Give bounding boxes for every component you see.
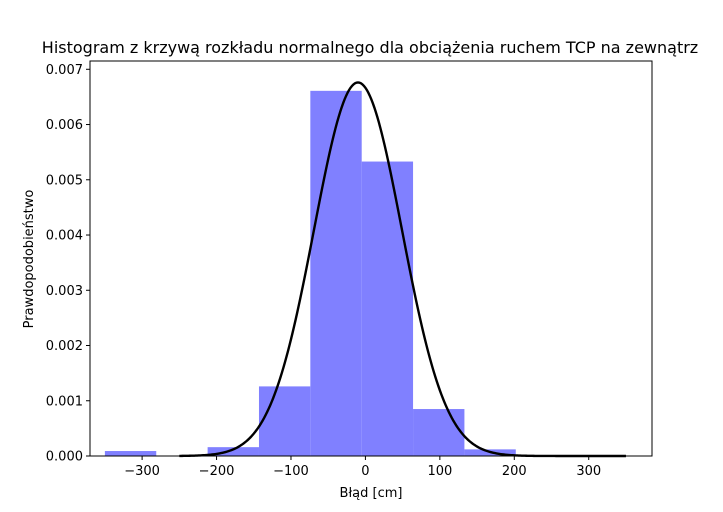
x-tick-label: −100 [273, 464, 309, 479]
y-tick-label: 0.005 [46, 173, 83, 188]
histogram-bar [413, 409, 465, 456]
plot-frame [89, 60, 653, 457]
x-tick-label: 100 [427, 464, 452, 479]
y-tick-label: 0.004 [46, 229, 83, 244]
y-axis-title: Prawdopodobieństwo [22, 190, 37, 329]
x-tick-label: 200 [502, 464, 527, 479]
x-axis-title: Błąd [cm] [340, 486, 403, 501]
y-axis-ticks: 0.000 0.001 0.002 0.003 0.004 0.005 0.006 0.007 [46, 63, 90, 465]
y-tick-label: 0.001 [46, 394, 83, 409]
y-tick-label: 0.003 [46, 284, 83, 299]
histogram-bar [258, 386, 311, 456]
x-tick-label: 0 [361, 464, 369, 479]
x-tick-label: −300 [124, 464, 160, 479]
y-tick-label: 0.006 [46, 118, 83, 133]
histogram-bar [361, 161, 414, 456]
x-tick-label: −200 [199, 464, 235, 479]
y-tick-label: 0.000 [46, 450, 83, 465]
x-axis-ticks: −300 −200 −100 0 100 200 300 [124, 456, 601, 479]
x-tick-label: 300 [576, 464, 601, 479]
histogram-bar [310, 90, 362, 457]
y-tick-label: 0.007 [46, 63, 83, 78]
histogram-bar [207, 447, 259, 456]
chart-title: Histogram z krzywą rozkładu normalnego d… [42, 38, 698, 57]
y-tick-label: 0.002 [46, 339, 83, 354]
histogram-bars [104, 90, 516, 457]
histogram-bar [104, 451, 157, 456]
